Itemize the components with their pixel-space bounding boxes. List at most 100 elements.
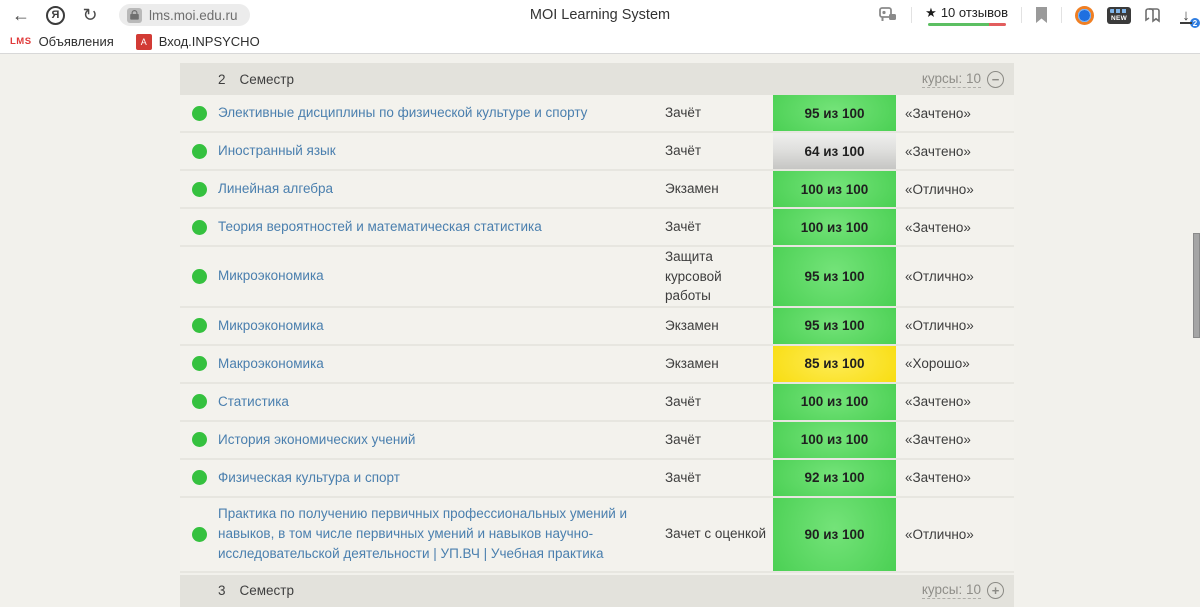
page-content: 2 Семестр курсы: 10 − Элективные дисципл… — [0, 55, 1200, 600]
extension-icon[interactable] — [1075, 6, 1094, 25]
collapse-minus-icon[interactable]: − — [987, 71, 1004, 88]
star-icon: ★ — [925, 5, 937, 21]
status-dot-icon — [192, 106, 207, 121]
verdict-label: «Отлично» — [896, 318, 1014, 333]
expand-plus-icon[interactable]: + — [987, 582, 1004, 599]
bookmark-flag-icon[interactable] — [1035, 7, 1048, 23]
course-link[interactable]: Физическая культура и спорт — [218, 462, 665, 494]
score-badge: 95 из 100 — [773, 95, 896, 131]
semester-number: 3 — [218, 583, 226, 598]
status-cell — [180, 527, 218, 542]
inpsycho-favicon: А — [136, 34, 152, 50]
separator — [911, 7, 912, 23]
bookmark-label: Объявления — [39, 34, 114, 49]
status-cell — [180, 394, 218, 409]
assessment-type: Экзамен — [665, 354, 773, 374]
course-link[interactable]: История экономических учений — [218, 424, 665, 456]
status-dot-icon — [192, 220, 207, 235]
vertical-scrollbar-thumb[interactable] — [1193, 233, 1200, 338]
course-link[interactable]: Статистика — [218, 386, 665, 418]
course-row: История экономических учений Зачёт 100 и… — [180, 422, 1014, 460]
course-row: Иностранный язык Зачёт 64 из 100 «Зачтен… — [180, 133, 1014, 171]
verdict-label: «Хорошо» — [896, 356, 1014, 371]
grades-table: 2 Семестр курсы: 10 − Элективные дисципл… — [180, 63, 1014, 607]
bookmarks-bar: LMS Объявления А Вход.INPSYCHO — [0, 30, 1200, 54]
status-dot-icon — [192, 182, 207, 197]
verdict-label: «Зачтено» — [896, 106, 1014, 121]
assessment-type: Экзамен — [665, 179, 773, 199]
downloads-button[interactable]: ↓ 2 — [1176, 4, 1196, 26]
assessment-type: Зачёт — [665, 468, 773, 488]
courses-count-link[interactable]: курсы: 10 — [922, 71, 981, 88]
course-link[interactable]: Элективные дисциплины по физической куль… — [218, 97, 665, 129]
verdict-label: «Отлично» — [896, 527, 1014, 542]
assessment-type: Зачёт — [665, 392, 773, 412]
reviews-rating-bar — [928, 23, 1006, 26]
course-link[interactable]: Макроэкономика — [218, 348, 665, 380]
assessment-type: Защита курсовой работы — [665, 247, 773, 306]
assessment-type: Зачёт — [665, 217, 773, 237]
course-link[interactable]: Линейная алгебра — [218, 173, 665, 205]
site-reviews-button[interactable]: ★ 10 отзывов — [925, 5, 1008, 26]
lms-favicon: LMS — [10, 36, 32, 47]
separator — [1061, 7, 1062, 23]
course-row: Статистика Зачёт 100 из 100 «Зачтено» — [180, 384, 1014, 422]
status-dot-icon — [192, 394, 207, 409]
assessment-type: Зачёт — [665, 430, 773, 450]
course-link[interactable]: Микроэкономика — [218, 260, 665, 292]
separator — [1021, 7, 1022, 23]
semester-number: 2 — [218, 72, 226, 87]
score-badge: 95 из 100 — [773, 247, 896, 306]
score-badge: 100 из 100 — [773, 171, 896, 207]
courses-count-link[interactable]: курсы: 10 — [922, 582, 981, 599]
course-row: Микроэкономика Экзамен 95 из 100 «Отличн… — [180, 308, 1014, 346]
status-dot-icon — [192, 144, 207, 159]
course-rows: Элективные дисциплины по физической куль… — [180, 95, 1014, 573]
downloads-count-badge: 2 — [1189, 17, 1200, 29]
browser-chrome: ← Я ↻ lms.moi.edu.ru MOI Learning System… — [0, 0, 1200, 30]
verdict-label: «Отлично» — [896, 269, 1014, 284]
reviews-count-label: 10 отзывов — [941, 5, 1008, 20]
status-dot-icon — [192, 527, 207, 542]
course-row: Физическая культура и спорт Зачёт 92 из … — [180, 460, 1014, 498]
assessment-type: Зачёт — [665, 103, 773, 123]
bookmark-item-announcements[interactable]: LMS Объявления — [10, 34, 114, 49]
semester-2-header: 2 Семестр курсы: 10 − — [180, 63, 1014, 95]
course-link[interactable]: Теория вероятностей и математическая ста… — [218, 211, 665, 243]
score-badge: 90 из 100 — [773, 498, 896, 571]
status-cell — [180, 220, 218, 235]
bookmark-item-inpsycho[interactable]: А Вход.INPSYCHO — [136, 34, 260, 50]
bookmark-label: Вход.INPSYCHO — [159, 34, 260, 49]
score-badge: 100 из 100 — [773, 384, 896, 420]
status-dot-icon — [192, 356, 207, 371]
status-dot-icon — [192, 318, 207, 333]
verdict-label: «Зачтено» — [896, 470, 1014, 485]
course-row: Теория вероятностей и математическая ста… — [180, 209, 1014, 247]
course-row: Линейная алгебра Экзамен 100 из 100 «Отл… — [180, 171, 1014, 209]
score-badge: 85 из 100 — [773, 346, 896, 382]
collections-icon[interactable] — [1144, 7, 1163, 24]
course-link[interactable]: Практика по получению первичных професси… — [218, 498, 665, 571]
course-row: Элективные дисциплины по физической куль… — [180, 95, 1014, 133]
course-link[interactable]: Микроэкономика — [218, 310, 665, 342]
verdict-label: «Зачтено» — [896, 144, 1014, 159]
course-row: Практика по получению первичных професси… — [180, 498, 1014, 573]
status-cell — [180, 144, 218, 159]
status-cell — [180, 269, 218, 284]
status-cell — [180, 106, 218, 121]
course-link[interactable]: Иностранный язык — [218, 135, 665, 167]
semester-title: Семестр — [240, 72, 295, 87]
course-row: Микроэкономика Защита курсовой работы 95… — [180, 247, 1014, 308]
status-cell — [180, 432, 218, 447]
status-dot-icon — [192, 269, 207, 284]
status-cell — [180, 356, 218, 371]
status-dot-icon — [192, 432, 207, 447]
verdict-label: «Зачтено» — [896, 432, 1014, 447]
course-row: Макроэкономика Экзамен 85 из 100 «Хорошо… — [180, 346, 1014, 384]
score-badge: 100 из 100 — [773, 209, 896, 245]
protect-icon[interactable] — [878, 6, 898, 24]
assessment-type: Экзамен — [665, 316, 773, 336]
status-cell — [180, 318, 218, 333]
assessment-type: Зачет с оценкой — [665, 524, 773, 544]
new-tab-extension-icon[interactable]: NEW — [1107, 7, 1131, 24]
